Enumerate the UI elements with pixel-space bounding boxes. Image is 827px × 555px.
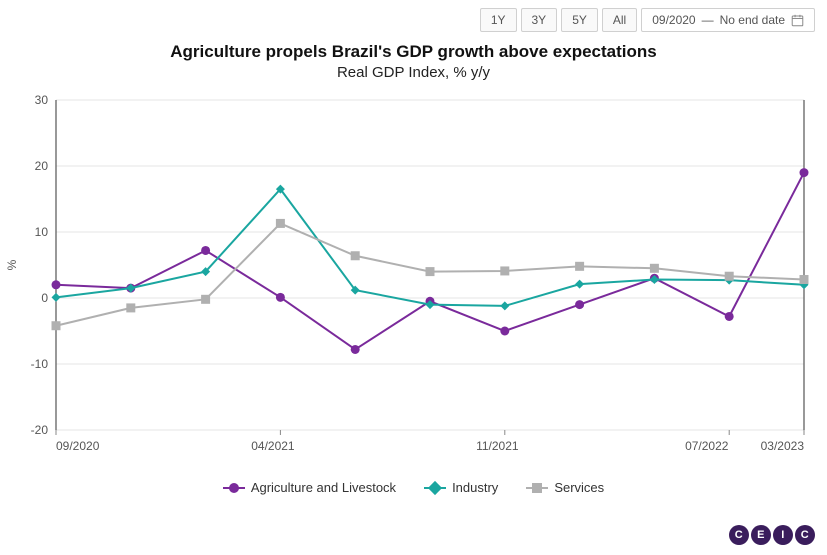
svg-text:07/2022: 07/2022 [685, 439, 729, 453]
svg-text:10: 10 [35, 225, 49, 239]
date-start: 09/2020 [652, 13, 695, 27]
legend-swatch [223, 482, 245, 494]
svg-text:0: 0 [41, 291, 48, 305]
chart-area: -20 -10 0 10 20 30 09/2020 04/2021 11/2021 07/202… [0, 90, 827, 470]
svg-text:30: 30 [35, 93, 49, 107]
legend-item[interactable]: Services [526, 480, 604, 495]
logo-letter: C [795, 525, 815, 545]
range-3y-button[interactable]: 3Y [521, 8, 558, 32]
chart-legend: Agriculture and Livestock Industry Service… [0, 480, 827, 495]
svg-text:09/2020: 09/2020 [56, 439, 100, 453]
legend-item[interactable]: Agriculture and Livestock [223, 480, 396, 495]
logo-letter: E [751, 525, 771, 545]
svg-text:03/2023: 03/2023 [761, 439, 805, 453]
svg-text:11/2021: 11/2021 [476, 439, 519, 453]
date-sep: — [702, 13, 714, 27]
time-range-toolbar: 1Y 3Y 5Y All 09/2020 — No end date [480, 8, 815, 32]
range-all-button[interactable]: All [602, 8, 637, 32]
logo-letter: I [773, 525, 793, 545]
legend-swatch [424, 482, 446, 494]
date-range-picker[interactable]: 09/2020 — No end date [641, 8, 815, 32]
svg-text:-20: -20 [31, 423, 49, 437]
legend-item[interactable]: Industry [424, 480, 498, 495]
chart-title: Agriculture propels Brazil's GDP growth … [0, 42, 827, 62]
svg-text:%: % [5, 259, 19, 270]
range-5y-button[interactable]: 5Y [561, 8, 598, 32]
range-1y-button[interactable]: 1Y [480, 8, 517, 32]
ceic-logo: C E I C [729, 525, 815, 545]
svg-text:-10: -10 [31, 357, 49, 371]
logo-letter: C [729, 525, 749, 545]
svg-text:04/2021: 04/2021 [251, 439, 295, 453]
legend-label: Services [554, 480, 604, 495]
line-chart-svg: -20 -10 0 10 20 30 09/2020 04/2021 11/2021 07/202… [0, 90, 827, 470]
date-end: No end date [720, 13, 785, 27]
calendar-icon [791, 14, 804, 27]
legend-label: Agriculture and Livestock [251, 480, 396, 495]
svg-text:20: 20 [35, 159, 49, 173]
chart-subtitle: Real GDP Index, % y/y [0, 64, 827, 81]
legend-label: Industry [452, 480, 498, 495]
legend-swatch [526, 482, 548, 494]
